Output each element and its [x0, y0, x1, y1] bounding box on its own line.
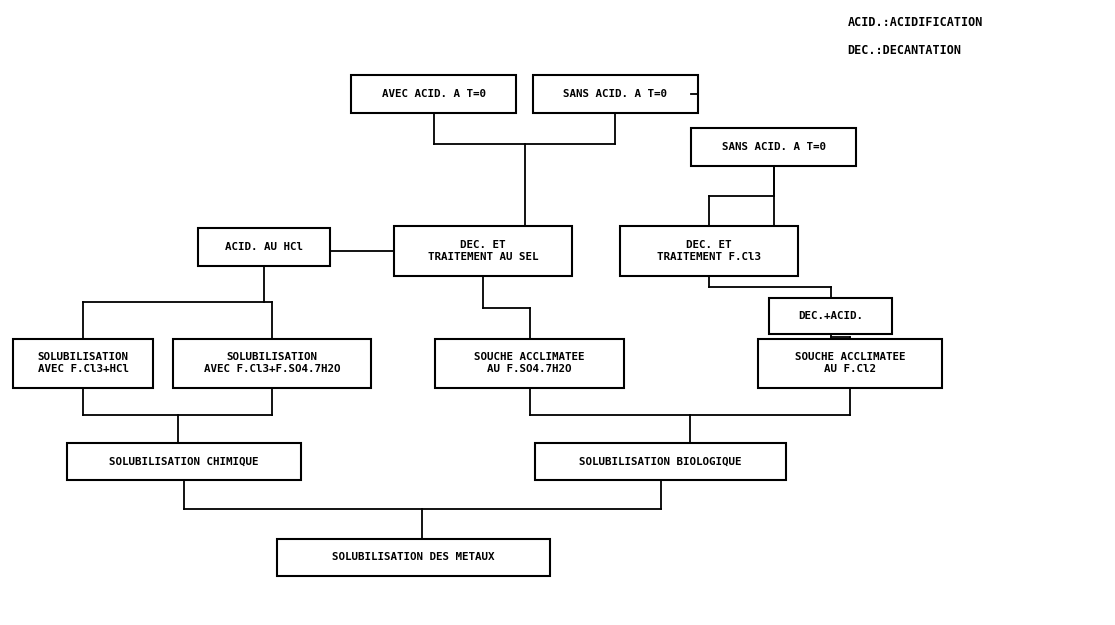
Text: DEC. ET
TRAITEMENT AU SEL: DEC. ET TRAITEMENT AU SEL — [427, 241, 539, 262]
Text: SOUCHE ACCLIMATEE
AU F.SO4.7H2O: SOUCHE ACCLIMATEE AU F.SO4.7H2O — [474, 352, 585, 374]
FancyBboxPatch shape — [173, 339, 371, 388]
Text: ACID.:ACIDIFICATION: ACID.:ACIDIFICATION — [847, 16, 982, 29]
Text: SANS ACID. A T=0: SANS ACID. A T=0 — [721, 142, 826, 152]
Text: AVEC ACID. A T=0: AVEC ACID. A T=0 — [381, 89, 486, 99]
FancyBboxPatch shape — [435, 339, 624, 388]
FancyBboxPatch shape — [758, 339, 942, 388]
FancyBboxPatch shape — [691, 128, 856, 166]
Text: SANS ACID. A T=0: SANS ACID. A T=0 — [563, 89, 668, 99]
FancyBboxPatch shape — [620, 226, 798, 276]
FancyBboxPatch shape — [535, 442, 786, 480]
Text: ACID. AU HCl: ACID. AU HCl — [225, 242, 303, 252]
Text: SOLUBILISATION DES METAUX: SOLUBILISATION DES METAUX — [332, 552, 494, 562]
FancyBboxPatch shape — [394, 226, 572, 276]
Text: SOLUBILISATION
AVEC F.Cl3+F.SO4.7H2O: SOLUBILISATION AVEC F.Cl3+F.SO4.7H2O — [204, 352, 340, 374]
Text: DEC. ET
TRAITEMENT F.Cl3: DEC. ET TRAITEMENT F.Cl3 — [657, 241, 762, 262]
Text: DEC.+ACID.: DEC.+ACID. — [798, 311, 863, 321]
FancyBboxPatch shape — [13, 339, 153, 388]
FancyBboxPatch shape — [67, 442, 301, 480]
Text: SOLUBILISATION
AVEC F.Cl3+HCl: SOLUBILISATION AVEC F.Cl3+HCl — [38, 352, 128, 374]
FancyBboxPatch shape — [198, 228, 330, 266]
Text: DEC.:DECANTATION: DEC.:DECANTATION — [847, 44, 961, 57]
FancyBboxPatch shape — [533, 75, 698, 112]
Text: SOLUBILISATION CHIMIQUE: SOLUBILISATION CHIMIQUE — [109, 456, 259, 466]
Text: SOUCHE ACCLIMATEE
AU F.Cl2: SOUCHE ACCLIMATEE AU F.Cl2 — [795, 352, 905, 374]
FancyBboxPatch shape — [277, 539, 550, 576]
Text: SOLUBILISATION BIOLOGIQUE: SOLUBILISATION BIOLOGIQUE — [580, 456, 741, 466]
FancyBboxPatch shape — [351, 75, 516, 112]
FancyBboxPatch shape — [769, 298, 892, 334]
